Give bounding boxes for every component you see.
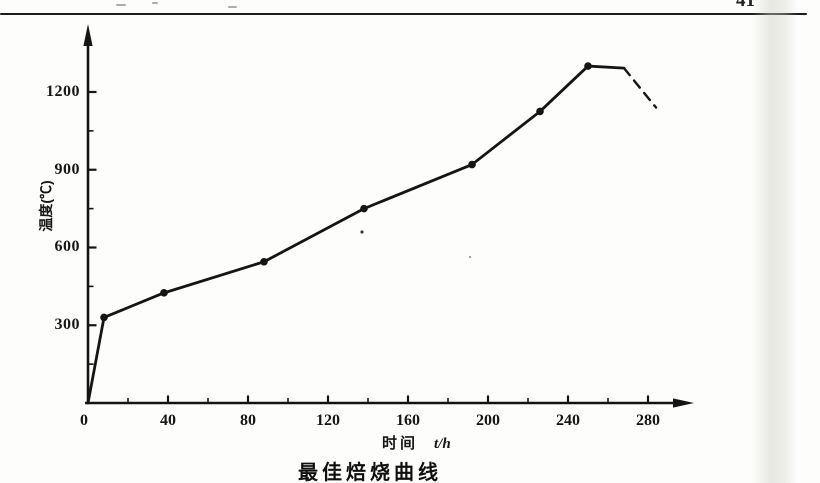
scan-speck [360,230,364,234]
x-tick-label: 280 [636,412,660,429]
data-point-marker [468,160,476,169]
y-tick-label: 900 [54,160,80,178]
x-axis-title-text: 时间 [382,435,419,452]
x-axis-title: 时间 t/h [382,432,451,452]
data-point-marker [100,313,108,322]
y-axis-arrow-icon [83,24,93,46]
x-tick-label: 0 [80,412,88,429]
series-end-segment-dashed [622,66,658,109]
x-tick-label: 40 [160,412,176,429]
scan-smudge [116,4,126,6]
series-heating-curve-solid [86,64,626,405]
chart-caption: 最佳焙烧曲线 [298,462,442,483]
page-header-rule [0,13,807,15]
y-axis-title: 温度(℃) [38,180,54,232]
page-number: 41 [736,0,772,11]
data-point-marker [260,257,268,266]
x-tick-label: 200 [476,412,500,429]
x-tick-label: 120 [316,412,340,429]
x-axis-title-symbol: t/h [434,436,451,452]
x-axis-arrow-icon [673,398,694,408]
y-tick-label: 1200 [46,82,80,100]
scan-smudge [152,2,158,4]
page-number-text: 41 [736,0,755,11]
x-tick-label: 240 [556,412,580,429]
y-tick-label: 600 [54,238,80,256]
x-tick-label: 80 [240,412,256,429]
scan-smudge [228,6,237,8]
data-point-marker [584,62,592,70]
data-point-marker [536,107,544,116]
scan-speck [468,255,472,259]
x-tick-label: 160 [396,412,420,429]
data-point-marker [160,289,168,297]
data-point-marker [360,204,368,213]
y-tick-label: 300 [54,316,80,334]
